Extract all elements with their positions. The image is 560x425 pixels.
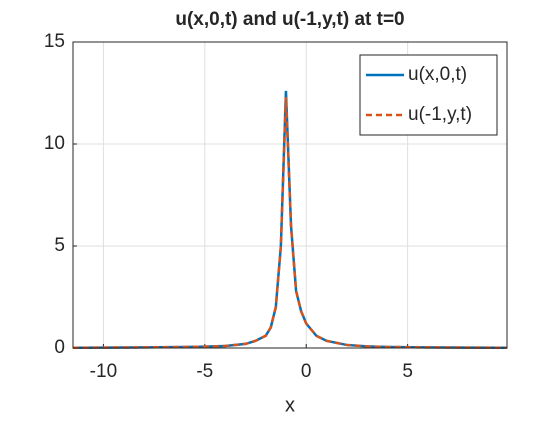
axes-box bbox=[72, 41, 508, 349]
legend-box bbox=[359, 54, 498, 136]
legend-label: u(x,0,t) bbox=[408, 64, 467, 85]
legend-label: u(-1,y,t) bbox=[408, 104, 472, 125]
legend: u(x,0,t) u(-1,y,t) bbox=[359, 54, 498, 136]
x-axis-label: x bbox=[285, 394, 295, 416]
x-tick-label: 5 bbox=[402, 361, 413, 382]
y-tick-label: 15 bbox=[44, 31, 65, 52]
y-tick-label: 0 bbox=[54, 337, 65, 358]
x-tick-label: -10 bbox=[90, 361, 117, 382]
x-tick-label: 0 bbox=[301, 361, 312, 382]
x-tick-label: -5 bbox=[196, 361, 213, 382]
y-tick-label: 10 bbox=[44, 133, 65, 154]
y-tick-label: 5 bbox=[54, 235, 65, 256]
chart-title: u(x,0,t) and u(-1,y,t) at t=0 bbox=[175, 9, 404, 30]
data-line bbox=[72, 97, 508, 350]
